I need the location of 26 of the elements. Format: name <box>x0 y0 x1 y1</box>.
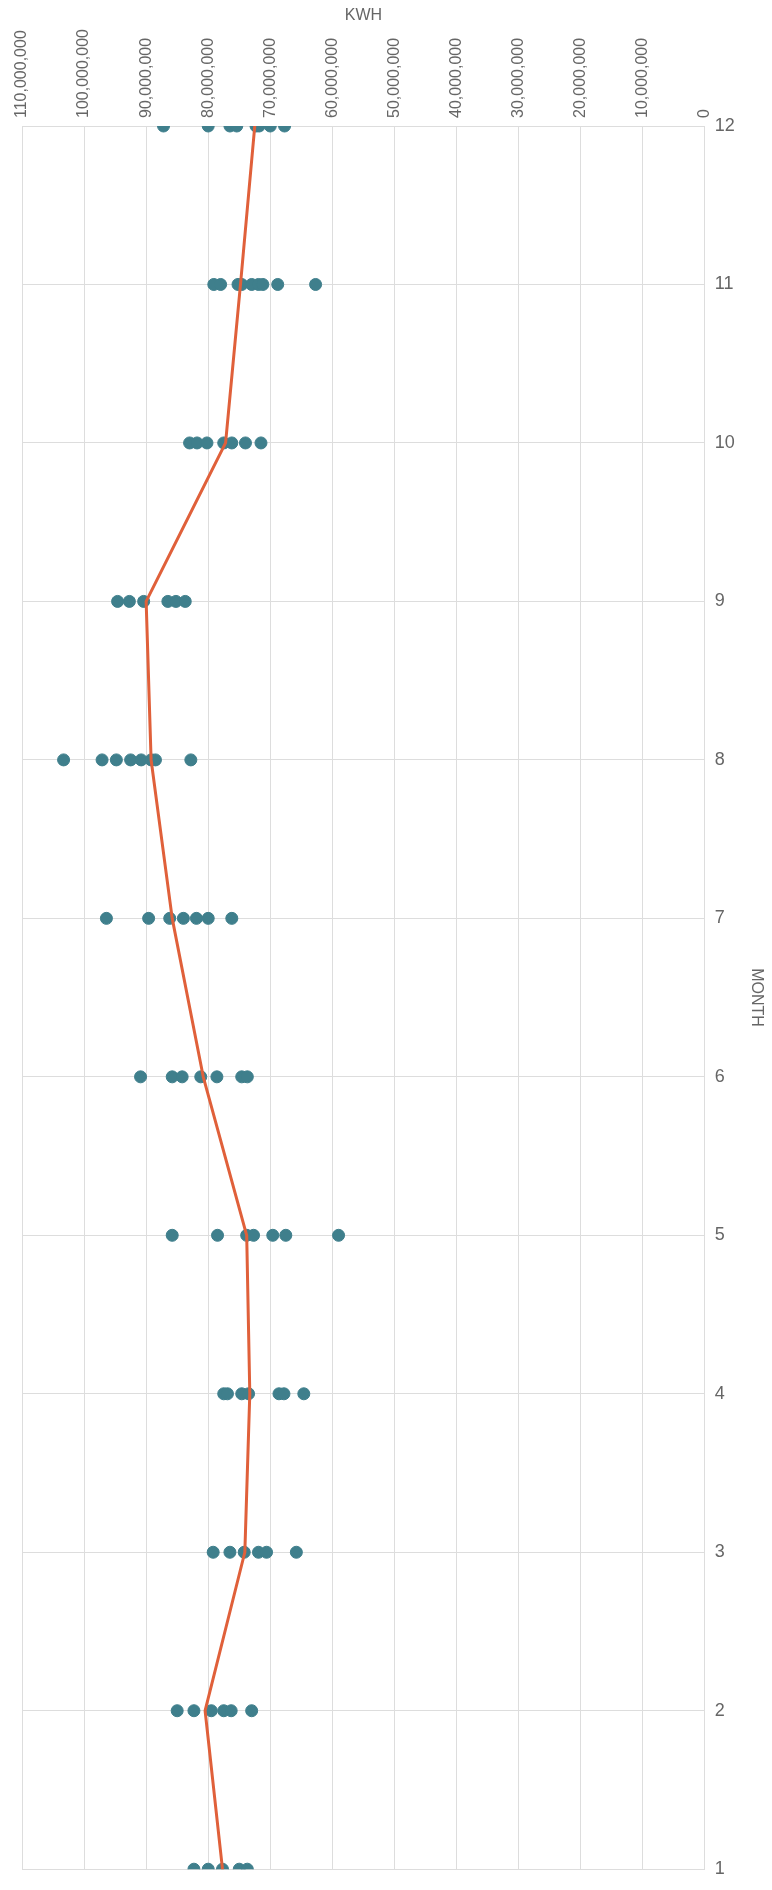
y-tick-label: 12 <box>714 114 735 135</box>
y-tick-label: 10 <box>714 431 735 452</box>
y-tick-label: 2 <box>714 1699 725 1720</box>
y-tick-label: 3 <box>714 1541 725 1562</box>
y-tick-label: 6 <box>714 1065 725 1086</box>
x-tick-label: 80,000,000 <box>198 37 216 118</box>
x-axis-title: KWH <box>344 6 383 24</box>
x-tick-label: 100,000,000 <box>74 28 92 118</box>
x-tick-label: 20,000,000 <box>571 37 589 118</box>
x-tick-label: 70,000,000 <box>260 37 278 118</box>
x-tick-label: 90,000,000 <box>136 37 154 118</box>
x-tick-label: 60,000,000 <box>322 37 340 118</box>
y-tick-label: 4 <box>714 1382 725 1403</box>
x-tick-label: 0 <box>695 109 713 118</box>
y-tick-label: 11 <box>714 273 734 294</box>
y-tick-label: 1 <box>714 1858 725 1879</box>
y-tick-label: 8 <box>714 748 725 769</box>
y-axis-title: MONTH <box>748 968 766 1027</box>
y-tick-label: 5 <box>714 1224 725 1245</box>
x-tick-label: 10,000,000 <box>633 37 651 118</box>
x-tick-label: 30,000,000 <box>508 37 526 118</box>
y-tick-label: 7 <box>714 907 725 928</box>
x-tick-label: 40,000,000 <box>446 37 464 118</box>
y-tick-label: 9 <box>714 590 725 611</box>
x-tick-label: 50,000,000 <box>384 37 402 118</box>
x-tick-label: 110,000,000 <box>12 30 30 118</box>
